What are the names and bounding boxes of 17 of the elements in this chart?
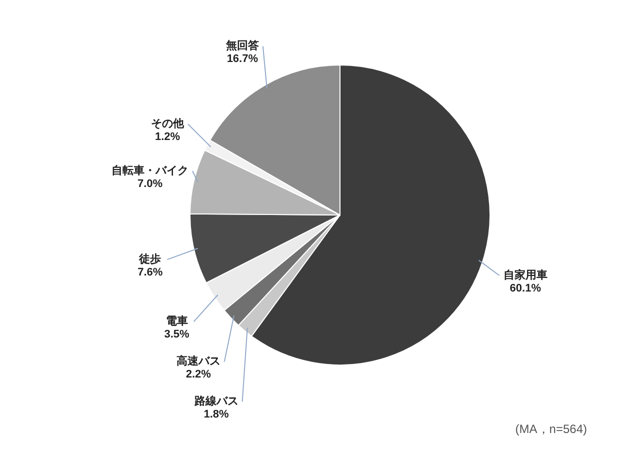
data-label: 60.1% bbox=[510, 282, 542, 294]
slice-label: その他 bbox=[150, 117, 185, 130]
data-label: 7.0% bbox=[137, 178, 163, 190]
data-label: 1.2% bbox=[154, 131, 180, 144]
slice-label: 路線バス bbox=[193, 394, 238, 408]
text: (MA，n=564) bbox=[515, 422, 587, 436]
data-label: 16.7% bbox=[226, 53, 258, 66]
slice-label: 高速バス bbox=[176, 354, 220, 368]
slice-label: 自家用車 bbox=[503, 268, 548, 282]
data-label: 3.5% bbox=[164, 328, 190, 341]
data-label: 1.8% bbox=[204, 408, 230, 421]
slice-label: 無回答 bbox=[224, 39, 260, 52]
slice-label: 自転車・バイク bbox=[112, 164, 189, 178]
data-label: 7.6% bbox=[138, 266, 163, 279]
slice-label: 徒歩 bbox=[138, 252, 162, 266]
slice-label: 電車 bbox=[166, 314, 188, 328]
data-label: 2.2% bbox=[186, 368, 212, 381]
